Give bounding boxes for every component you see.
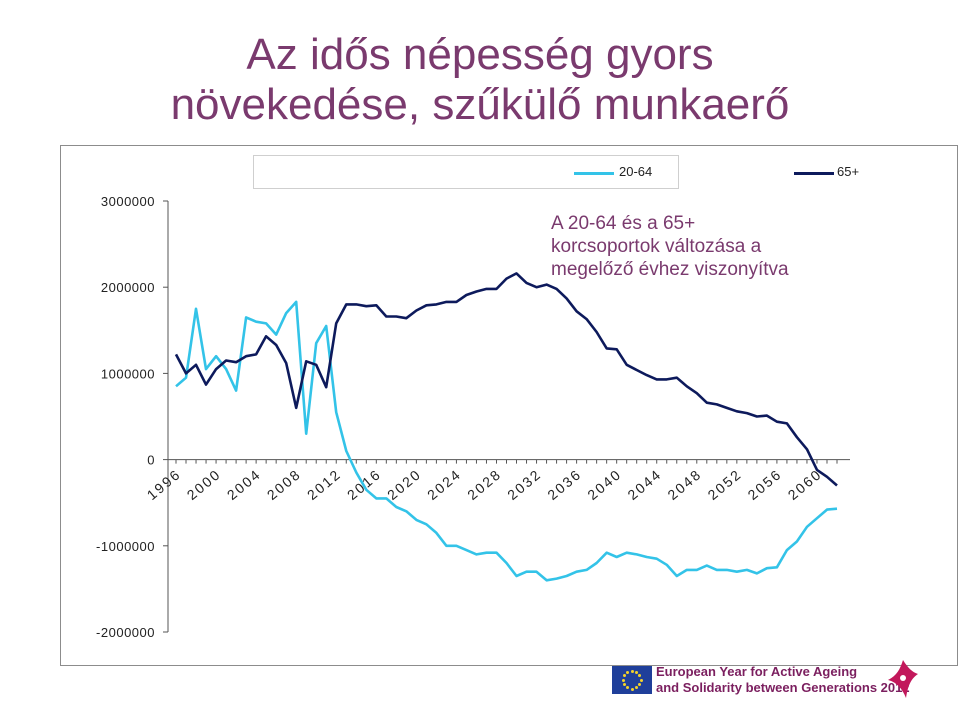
footer-line-1: European Year for Active Ageing [656,664,858,679]
x-tick-label: 2032 [504,466,544,503]
y-tick-label: 2000000 [101,280,155,295]
y-tick-label: 3000000 [101,194,155,209]
flag-star-icon [638,683,642,686]
x-tick-label: 2024 [424,466,464,503]
x-tick-label: 2012 [304,466,344,503]
flag-star-icon [622,683,626,686]
flag-star-icon [639,678,643,682]
footer-banner: European Year for Active Ageing and Soli… [608,660,953,708]
x-tick-label: 2036 [544,466,584,503]
legend-label-65: 65+ [837,164,860,179]
chart-frame [60,145,958,666]
annotation-line-2: korcsoportok változása a [551,236,762,257]
x-tick-label: 2020 [384,466,424,503]
y-tick-label: -1000000 [96,539,155,554]
ey2012-logo-icon [888,660,918,698]
x-tick-label: 2048 [664,466,704,503]
y-tick-label: -2000000 [96,625,155,640]
annotation-line-3: megelőző évhez viszonyítva [551,259,789,280]
footer-line-2: and Solidarity between Generations 2012 [656,680,910,695]
flag-star-icon [635,686,638,690]
chart-legend: 20-64 65+ [253,155,859,189]
legend-line-20-64 [574,172,614,175]
flag-star-icon [630,669,634,673]
chart-annotation: A 20-64 és a 65+ korcsoportok változása … [551,212,871,281]
title-line-1: Az idős népesség gyors [246,30,714,79]
annotation-line-1: A 20-64 és a 65+ [551,213,696,234]
flag-star-icon [626,686,629,690]
x-tick-label: 1996 [144,466,184,503]
title-line-2: növekedése, szűkülő munkaerő [170,80,790,129]
flag-star-icon [622,674,626,677]
x-tick-label: 2040 [584,466,624,503]
y-tick-label: 1000000 [101,366,155,381]
flag-star-icon [638,674,642,677]
flag-star-icon [621,678,625,682]
footer-text: European Year for Active Ageing and Soli… [656,664,910,696]
eu-flag-icon [612,666,652,694]
legend-label-20-64: 20-64 [619,164,653,179]
x-tick-label: 2008 [264,466,304,503]
legend-line-65 [794,172,834,175]
x-tick-label: 2004 [224,466,264,503]
series-line-65 [174,272,838,487]
x-tick-label: 2000 [184,466,224,503]
flag-star-icon [635,670,638,674]
series-line-20-64 [175,300,838,582]
flag-star-icon [630,687,634,691]
x-tick-label: 2044 [624,466,664,503]
page-title: Az idős népesség gyors növekedése, szűkü… [100,30,860,130]
x-tick-label: 2056 [745,466,785,503]
flag-star-icon [626,670,629,674]
x-tick-label: 2028 [464,466,504,503]
y-tick-label: 0 [147,453,155,468]
x-tick-label: 2052 [704,466,744,503]
